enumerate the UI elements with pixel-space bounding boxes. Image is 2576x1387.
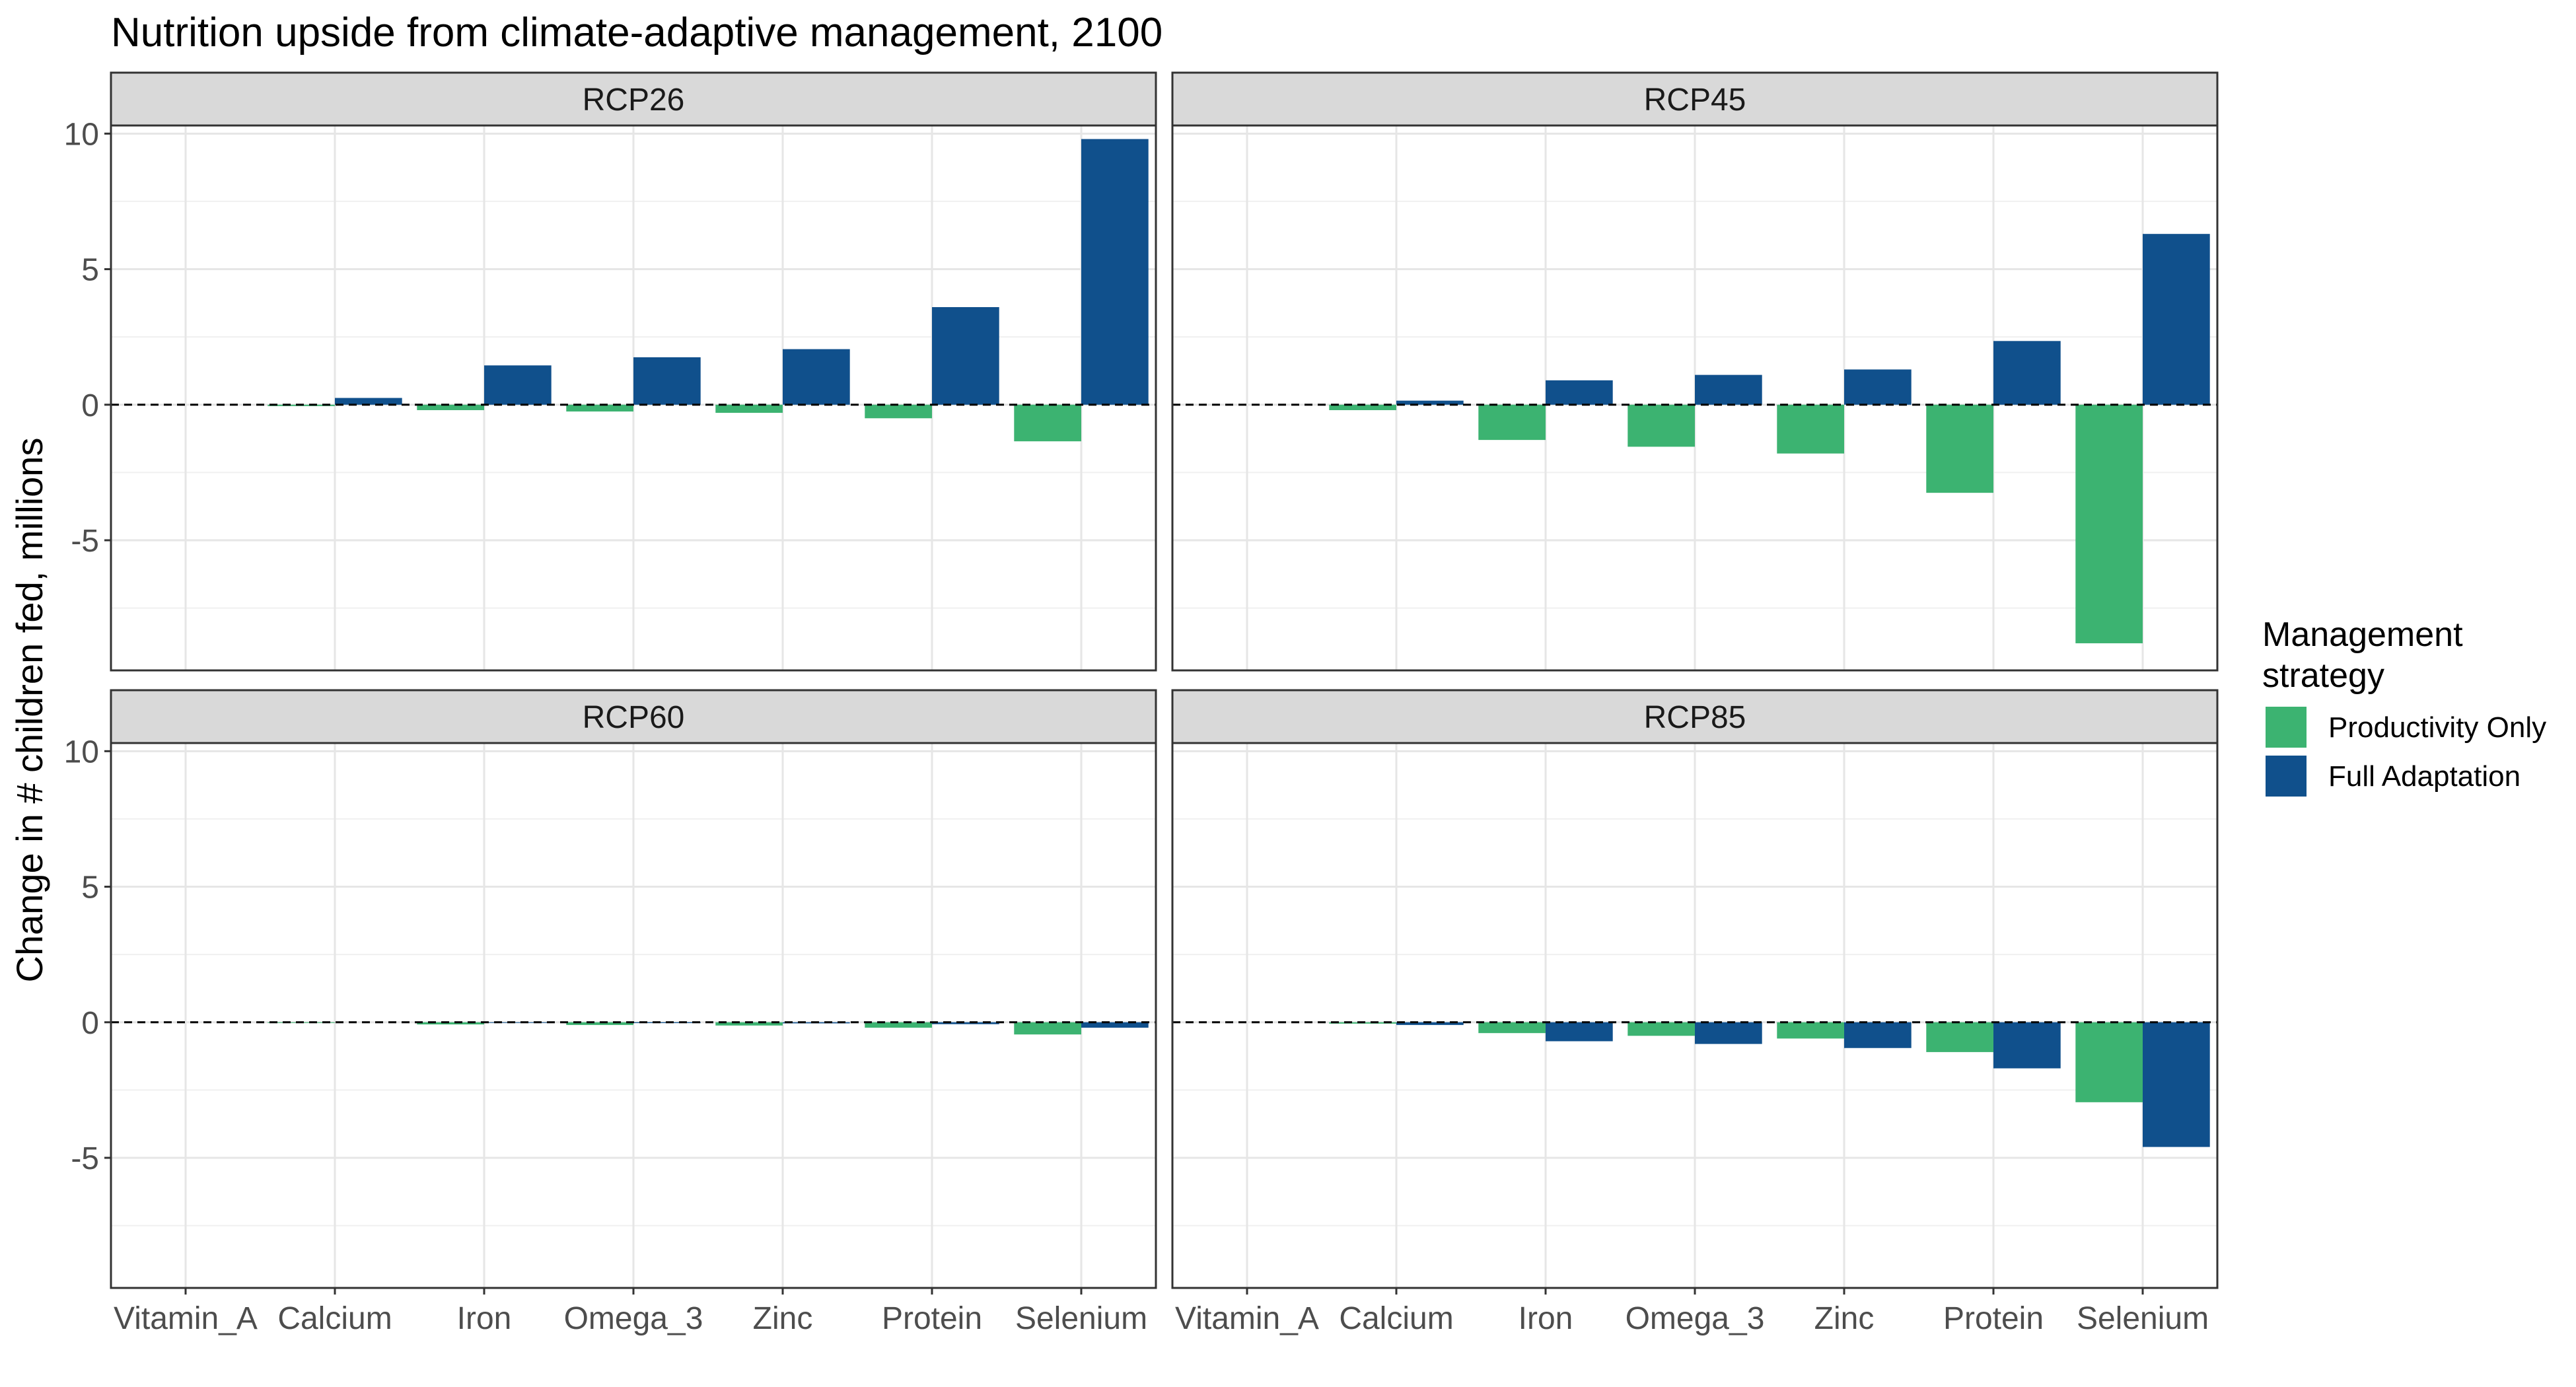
bar-productivity-only-zinc — [1777, 404, 1844, 454]
facet-strip-label: RCP60 — [583, 700, 685, 735]
y-tick-label: 10 — [64, 117, 99, 152]
chart-title: Nutrition upside from climate-adaptive m… — [111, 10, 1163, 55]
y-tick-label: -5 — [71, 524, 99, 559]
bar-productivity-only-protein — [865, 1022, 932, 1028]
bar-full-adaptation-selenium — [2143, 234, 2210, 405]
bar-productivity-only-omega-3 — [566, 1022, 633, 1025]
facet-strip-label: RCP26 — [583, 83, 685, 118]
bar-full-adaptation-zinc — [1844, 1022, 1912, 1048]
bar-productivity-only-selenium — [1014, 1022, 1081, 1035]
facet-strip-label: RCP45 — [1644, 83, 1746, 118]
legend-swatch-productivity-only — [2266, 707, 2307, 748]
bar-full-adaptation-omega-3 — [633, 357, 701, 405]
y-tick-label: 0 — [81, 388, 99, 423]
bar-productivity-only-protein — [865, 404, 932, 419]
bar-productivity-only-omega-3 — [1628, 1022, 1695, 1036]
bar-full-adaptation-omega-3 — [1695, 1022, 1762, 1044]
bar-full-adaptation-calcium — [1396, 1022, 1464, 1025]
facet-panel-rcp26: RCP26 -5 0 5 10 — [64, 71, 1157, 672]
bar-productivity-only-protein — [1926, 1022, 1993, 1052]
x-tick-label-selenium: Selenium — [1015, 1301, 1147, 1336]
facet-strip — [110, 71, 1157, 127]
bar-full-adaptation-iron — [1546, 1022, 1613, 1042]
facet-panels: RCP26 -5 0 5 10 RCP45 RCP60 -5 0 5 10 Vitamin_A Calc… — [64, 71, 2219, 1336]
facet-strip — [1171, 689, 2219, 744]
bar-full-adaptation-zinc — [783, 349, 850, 405]
facet-strip — [1171, 71, 2219, 127]
bar-productivity-only-selenium — [2075, 1022, 2143, 1102]
legend-swatch-full-adaptation — [2266, 756, 2307, 797]
bar-full-adaptation-protein — [932, 1022, 999, 1024]
x-tick-label-protein: Protein — [1943, 1301, 2044, 1336]
panel-border — [110, 124, 1157, 672]
bar-full-adaptation-zinc — [1844, 369, 1912, 405]
legend-label-full-adaptation: Full Adaptation — [2328, 760, 2521, 793]
bar-full-adaptation-selenium — [2143, 1022, 2210, 1147]
x-tick-label-selenium: Selenium — [2077, 1301, 2209, 1336]
x-tick-label-iron: Iron — [457, 1301, 512, 1336]
bar-productivity-only-selenium — [1014, 404, 1081, 442]
bar-full-adaptation-omega-3 — [1695, 374, 1762, 405]
x-tick-label-calcium: Calcium — [1339, 1301, 1453, 1336]
bar-full-adaptation-iron — [484, 1022, 552, 1023]
facet-strip-label: RCP85 — [1644, 700, 1746, 735]
x-tick-label-zinc: Zinc — [753, 1301, 813, 1336]
bar-productivity-only-iron — [1478, 1022, 1546, 1034]
legend-title: Management strategy — [2262, 616, 2463, 695]
x-tick-label-vitamin-a: Vitamin_A — [1175, 1301, 1319, 1336]
bar-productivity-only-omega-3 — [1628, 404, 1695, 447]
legend-label-productivity-only: Productivity Only — [2328, 711, 2546, 744]
bar-productivity-only-protein — [1926, 404, 1993, 493]
facet-strip — [110, 689, 1157, 744]
x-tick-label-iron: Iron — [1519, 1301, 1573, 1336]
bar-full-adaptation-iron — [1546, 380, 1613, 405]
bar-productivity-only-omega-3 — [566, 404, 633, 412]
bar-productivity-only-calcium — [1329, 404, 1396, 410]
bar-full-adaptation-selenium — [1081, 139, 1149, 405]
bar-full-adaptation-selenium — [1081, 1022, 1149, 1028]
bar-productivity-only-zinc — [715, 404, 783, 413]
y-tick-label: 5 — [81, 253, 99, 288]
x-tick-label-omega-3: Omega_3 — [1626, 1301, 1765, 1336]
y-tick-label: -5 — [71, 1141, 99, 1176]
panel-border — [1171, 124, 2219, 672]
bar-productivity-only-zinc — [715, 1022, 783, 1026]
bar-full-adaptation-protein — [932, 307, 999, 405]
bar-productivity-only-iron — [1478, 404, 1546, 441]
facet-panel-rcp85: RCP85 Vitamin_A Calcium Iron Omega_3 Zinc Prot… — [1171, 689, 2219, 1336]
bar-full-adaptation-protein — [1993, 1022, 2061, 1069]
facet-panel-rcp45: RCP45 — [1171, 71, 2219, 672]
bar-productivity-only-iron — [417, 1022, 484, 1025]
y-tick-label: 10 — [64, 734, 99, 769]
x-tick-label-omega-3: Omega_3 — [564, 1301, 703, 1336]
legend: Management strategy Productivity Only Full … — [2262, 616, 2546, 797]
y-tick-label: 0 — [81, 1006, 99, 1041]
x-tick-label-vitamin-a: Vitamin_A — [114, 1301, 258, 1336]
x-tick-label-protein: Protein — [882, 1301, 982, 1336]
bar-productivity-only-zinc — [1777, 1022, 1844, 1039]
bar-productivity-only-iron — [417, 404, 484, 410]
x-tick-label-zinc: Zinc — [1814, 1301, 1875, 1336]
facet-panel-rcp60: RCP60 -5 0 5 10 Vitamin_A Calcium Iron Omega_3 Zi… — [64, 689, 1157, 1336]
bar-productivity-only-selenium — [2075, 404, 2143, 643]
y-axis-title: Change in # children fed, millions — [9, 438, 50, 983]
x-tick-label-calcium: Calcium — [277, 1301, 392, 1336]
bar-full-adaptation-protein — [1993, 341, 2061, 405]
y-tick-label: 5 — [81, 871, 99, 906]
bar-full-adaptation-calcium — [335, 398, 402, 405]
bar-full-adaptation-calcium — [1396, 400, 1464, 405]
bar-full-adaptation-iron — [484, 365, 552, 405]
